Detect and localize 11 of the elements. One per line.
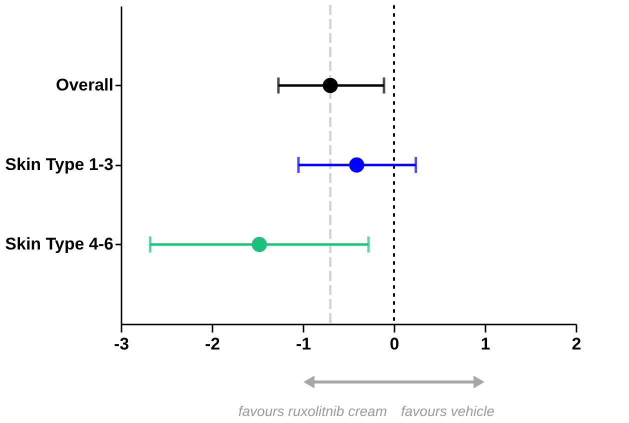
x-tick-label: -1 — [296, 334, 312, 354]
x-tick-label: -2 — [204, 334, 220, 354]
x-tick-label: 0 — [390, 334, 400, 354]
x-tick-label: 1 — [480, 334, 490, 354]
y-tick-label: Skin Type 1-3 — [5, 155, 114, 174]
x-tick-label: 2 — [572, 334, 582, 354]
y-tick-label: Overall — [56, 76, 114, 94]
text: favours vehicle — [401, 403, 495, 419]
text: favours ruxolitnib cream — [238, 403, 388, 419]
x-tick-label: -3 — [114, 334, 130, 354]
y-tick-label: Skin Type 4-6 — [5, 234, 114, 254]
